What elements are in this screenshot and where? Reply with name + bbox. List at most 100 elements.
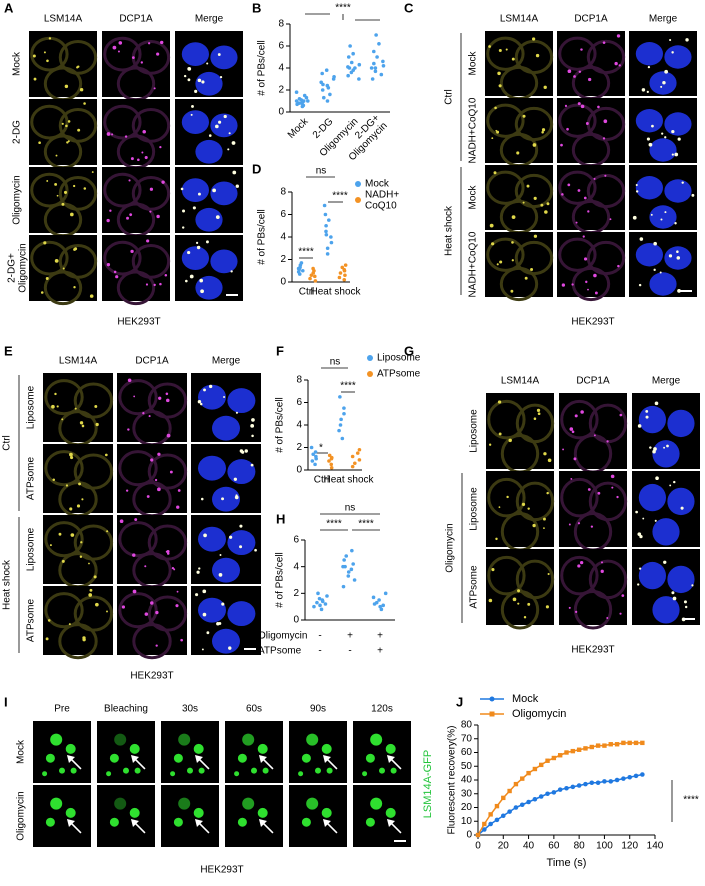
puncta (691, 584, 694, 587)
puncta (543, 527, 545, 530)
data-point (339, 417, 343, 422)
puncta (541, 131, 544, 134)
data-point (324, 223, 328, 228)
puncta (664, 136, 667, 139)
puncta (132, 589, 137, 594)
data-point (342, 558, 346, 562)
puncta (147, 42, 151, 45)
cell-outline (499, 266, 539, 302)
cell-outline (103, 104, 142, 140)
puncta (208, 384, 213, 389)
puncta (219, 554, 222, 556)
data-point (325, 252, 330, 256)
row-label: Oligomycin (16, 791, 27, 840)
puncta (547, 458, 552, 463)
cell-line-label: HEK293T (130, 671, 173, 682)
puncta (89, 588, 93, 592)
y-tick-label: 30 (461, 788, 473, 799)
gfp-granule (65, 807, 76, 818)
gfp-granule (198, 767, 205, 774)
data-point (539, 762, 544, 768)
cell-outline (558, 103, 597, 138)
data-point (344, 554, 349, 558)
puncta (228, 132, 231, 135)
gfp-granule (370, 733, 383, 746)
y-axis-label: # of PBs/cell (275, 552, 286, 608)
data-point (375, 55, 379, 59)
panel-label: C (404, 0, 414, 15)
y-tick-label: 4 (280, 232, 286, 243)
cell-outline (116, 270, 156, 306)
gfp-granule (109, 753, 119, 763)
row-label: Oligomycin (12, 175, 23, 224)
data-point (325, 99, 330, 103)
cell-outline (118, 379, 158, 416)
puncta (645, 415, 649, 419)
puncta (606, 616, 609, 619)
puncta (616, 495, 619, 499)
gfp-granule (390, 767, 397, 774)
puncta (600, 561, 604, 564)
puncta (526, 184, 530, 188)
puncta (215, 124, 219, 129)
puncta (137, 158, 140, 162)
gfp-granule (109, 817, 119, 827)
cell-outline (500, 590, 540, 630)
puncta (161, 180, 165, 184)
puncta (691, 193, 695, 197)
row-label: Mock (12, 51, 23, 76)
data-point (351, 562, 355, 566)
nucleus (652, 518, 680, 546)
puncta (619, 612, 622, 615)
puncta (676, 256, 681, 260)
puncta (511, 215, 516, 220)
puncta (664, 211, 667, 214)
puncta (32, 54, 36, 58)
gfp-granule (114, 733, 127, 746)
puncta (200, 402, 203, 406)
data-point (341, 584, 346, 589)
puncta (142, 129, 146, 134)
data-point (317, 596, 322, 601)
puncta (157, 487, 161, 492)
row-label: Liposome (26, 385, 37, 429)
data-point (342, 277, 347, 282)
cell-outline (44, 521, 84, 558)
nucleus (667, 409, 695, 438)
gfp-granule (306, 733, 319, 746)
treatment-value: + (347, 631, 353, 642)
puncta (46, 180, 49, 182)
data-point (349, 60, 354, 65)
puncta (159, 145, 162, 149)
puncta (676, 250, 679, 253)
puncta (250, 423, 255, 428)
data-point (614, 777, 620, 783)
puncta (543, 85, 547, 90)
puncta (104, 453, 108, 457)
puncta (133, 395, 136, 398)
puncta (177, 489, 181, 492)
puncta (95, 602, 99, 607)
puncta (221, 497, 225, 501)
puncta (571, 283, 574, 286)
x-tick-label: 120 (621, 841, 638, 852)
data-point (327, 218, 331, 222)
puncta (232, 170, 237, 175)
puncta (569, 427, 574, 431)
puncta (496, 263, 499, 266)
data-point (621, 776, 626, 781)
puncta (51, 404, 55, 409)
puncta (182, 209, 186, 213)
arrow-head (386, 754, 395, 763)
y-tick-label: 20 (461, 802, 473, 813)
data-point (532, 766, 538, 772)
puncta (149, 210, 152, 213)
data-point (323, 212, 328, 217)
data-point (320, 71, 324, 76)
nucleus (652, 596, 680, 624)
puncta (495, 129, 498, 132)
puncta (546, 491, 549, 495)
puncta (73, 184, 76, 188)
gfp-granule (298, 771, 304, 777)
data-point (608, 779, 614, 784)
